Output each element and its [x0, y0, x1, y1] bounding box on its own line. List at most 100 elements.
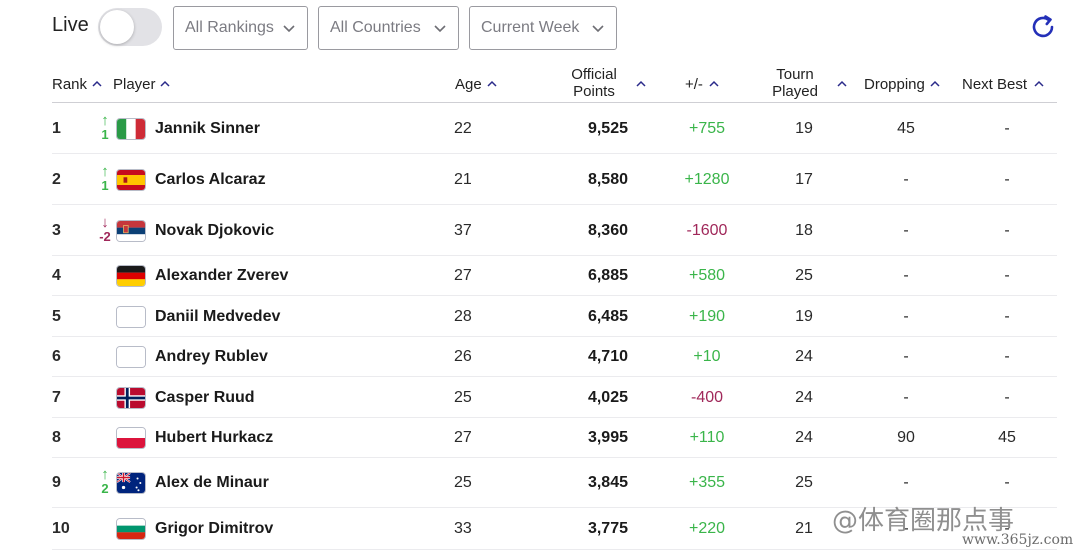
age-cell: 28: [454, 307, 472, 325]
live-toggle[interactable]: [98, 8, 162, 46]
col-age[interactable]: Age: [455, 76, 482, 93]
age-cell: 27: [454, 429, 472, 446]
watermark-url: www.365jz.com: [962, 532, 1074, 548]
dropping-cell: -: [903, 474, 909, 491]
refresh-icon[interactable]: [1028, 12, 1058, 42]
col-player[interactable]: Player: [113, 76, 156, 93]
dropping-cell: -: [903, 267, 909, 284]
table-row[interactable]: 10 Grigor Dimitrov 33 3,775 +220 21 - -: [52, 508, 1057, 550]
table-header: Rank Player Age Official Points +/- Tour…: [52, 62, 1057, 103]
table-row[interactable]: 5 Daniil Medvedev 28 6,485 +190 19 - -: [52, 296, 1057, 337]
points-change-cell: +755: [688, 119, 726, 137]
col-change[interactable]: +/-: [685, 76, 703, 93]
spain-flag-icon: [116, 168, 146, 191]
dropping-cell: -: [903, 221, 909, 239]
next-best-cell: -: [1004, 520, 1010, 537]
sort-up-icon[interactable]: [635, 78, 647, 90]
rank-movement-value: 1: [101, 126, 109, 142]
watermark-handle: @体育圈那点事: [832, 506, 1015, 536]
age-cell: 26: [454, 348, 472, 365]
arrow-up-icon: ↑: [101, 466, 109, 483]
player-name[interactable]: Alex de Minaur: [155, 474, 269, 491]
dropping-cell: -: [903, 388, 909, 406]
player-name[interactable]: Jannik Sinner: [155, 119, 260, 137]
tournaments-played-cell: 25: [795, 267, 813, 284]
table-row[interactable]: 3 ↓ -2 Novak Djokovic 37 8,360 -1600 18 …: [52, 205, 1057, 256]
chevron-down-icon: [592, 25, 604, 33]
points-change-cell: +1280: [684, 170, 730, 188]
chevron-down-icon: [434, 25, 446, 33]
dropping-cell: -: [903, 170, 909, 188]
dropping-cell: -: [903, 348, 909, 365]
rankings-dropdown[interactable]: All Rankings: [173, 6, 308, 50]
table-row[interactable]: 9 ↑ 2 Alex de Minaur 25 3,845 +355 25 - …: [52, 458, 1057, 508]
next-best-cell: -: [1004, 170, 1010, 188]
points-cell: 4,025: [587, 388, 628, 406]
sort-up-icon[interactable]: [929, 78, 941, 90]
sort-up-icon[interactable]: [708, 78, 720, 90]
rank-cell: 10: [52, 520, 70, 537]
player-name[interactable]: Daniil Medvedev: [155, 307, 281, 325]
dropping-cell: 45: [897, 119, 915, 137]
table-row[interactable]: 8 Hubert Hurkacz 27 3,995 +110 24 90 45: [52, 418, 1057, 458]
poland-flag-icon: [116, 427, 146, 449]
next-best-cell: 45: [998, 429, 1016, 446]
age-cell: 37: [454, 221, 472, 239]
player-name[interactable]: Alexander Zverev: [155, 267, 289, 284]
player-name[interactable]: Hubert Hurkacz: [155, 429, 274, 446]
rank-cell: 6: [52, 348, 61, 365]
dropping-cell: -: [903, 307, 909, 325]
points-cell: 3,995: [587, 429, 628, 446]
points-cell: 3,775: [587, 520, 628, 537]
rank-cell: 2: [52, 170, 61, 188]
arrow-up-icon: ↑: [101, 111, 109, 129]
countries-dropdown-value: All Countries: [330, 19, 421, 36]
rank-movement-indicator: ↑ 2: [98, 467, 112, 496]
col-official-points-line1: Official: [571, 66, 617, 83]
table-row[interactable]: 4 Alexander Zverev 27 6,885 +580 25 - -: [52, 256, 1057, 296]
arrow-down-icon: ↓: [101, 213, 109, 231]
player-name[interactable]: Casper Ruud: [155, 388, 255, 406]
col-next-best[interactable]: Next Best: [962, 76, 1028, 93]
sort-up-icon[interactable]: [836, 78, 848, 90]
sort-up-icon[interactable]: [486, 78, 498, 90]
rank-movement-indicator: ↓ -2: [98, 215, 112, 244]
blank-flag-icon: [116, 305, 146, 328]
table-row[interactable]: 6 Andrey Rublev 26 4,710 +10 24 - -: [52, 337, 1057, 377]
player-name[interactable]: Carlos Alcaraz: [155, 170, 266, 188]
col-tourn-played[interactable]: Tourn Played: [768, 66, 822, 100]
rank-movement-indicator: ↑ 1: [98, 164, 112, 193]
table-row[interactable]: 1 ↑ 1 Jannik Sinner 22 9,525 +755 19 45 …: [52, 103, 1057, 154]
sort-up-icon[interactable]: [91, 78, 103, 90]
points-cell: 8,360: [587, 221, 628, 239]
germany-flag-icon: [116, 265, 146, 287]
tournaments-played-cell: 18: [795, 221, 813, 239]
next-best-cell: -: [1004, 221, 1010, 239]
col-tourn-played-line1: Tourn: [776, 66, 814, 83]
player-name[interactable]: Novak Djokovic: [155, 221, 275, 239]
player-name[interactable]: Grigor Dimitrov: [155, 520, 274, 537]
watermark: @体育圈那点事 www.365jz.com: [832, 500, 1082, 552]
sort-up-icon[interactable]: [1033, 78, 1045, 90]
rank-cell: 7: [52, 388, 61, 406]
rank-cell: 3: [52, 221, 61, 239]
col-dropping[interactable]: Dropping: [864, 76, 925, 93]
tournaments-played-cell: 24: [795, 388, 813, 406]
col-official-points[interactable]: Official Points: [562, 66, 626, 100]
table-row[interactable]: 2 ↑ 1 Carlos Alcaraz 21 8,580 +1280 17 -…: [52, 154, 1057, 205]
sort-up-icon[interactable]: [159, 78, 171, 90]
period-dropdown[interactable]: Current Week: [469, 6, 617, 50]
player-name[interactable]: Andrey Rublev: [155, 348, 268, 365]
points-change-cell: -400: [690, 388, 724, 406]
table-row[interactable]: 7 Casper Ruud 25 4,025 -400 24 - -: [52, 377, 1057, 418]
serbia-flag-icon: [116, 219, 146, 242]
rank-movement-value: 1: [101, 177, 109, 193]
countries-dropdown[interactable]: All Countries: [318, 6, 459, 50]
bulgaria-flag-icon: [116, 518, 146, 540]
points-cell: 3,845: [587, 474, 628, 491]
norway-flag-icon: [116, 386, 146, 409]
col-rank[interactable]: Rank: [52, 76, 88, 93]
age-cell: 25: [454, 388, 472, 406]
rank-cell: 9: [52, 474, 61, 491]
points-cell: 4,710: [587, 348, 628, 365]
